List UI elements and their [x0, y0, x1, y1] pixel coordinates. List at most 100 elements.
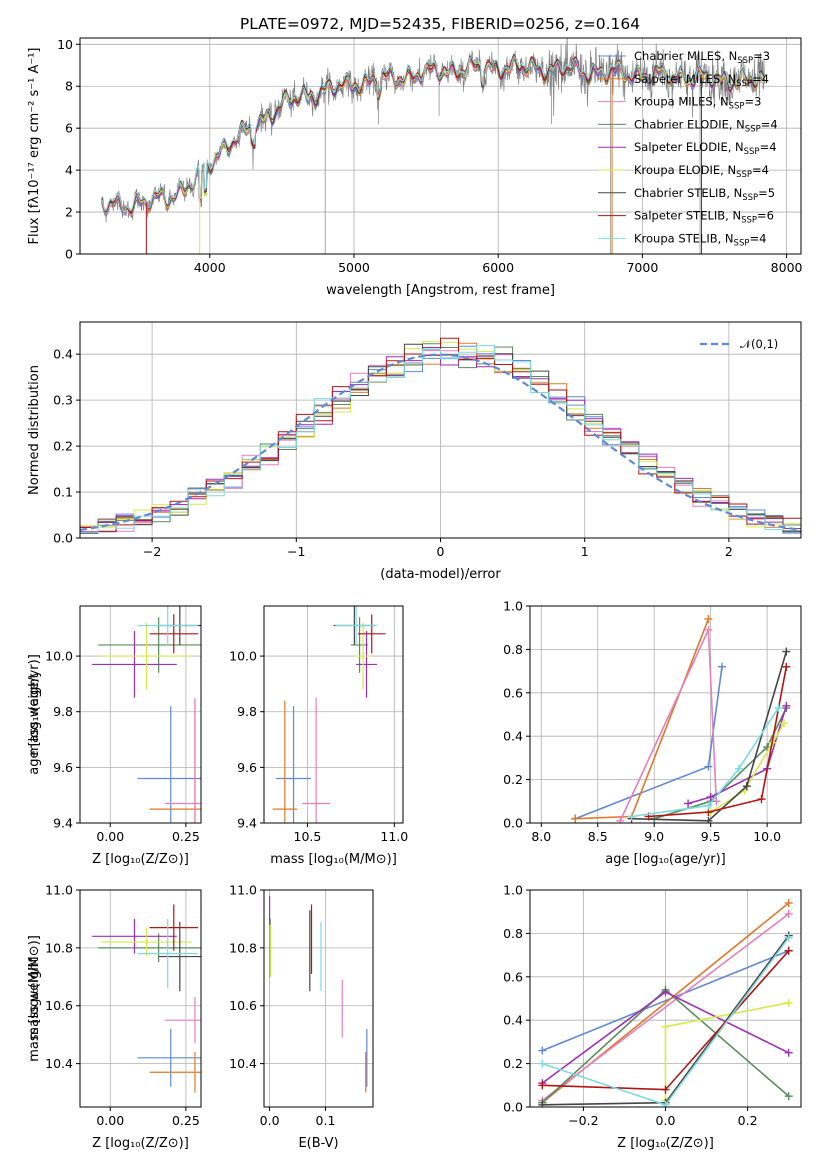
legend-label: Chabrier MILES, NSSP=3: [634, 49, 770, 66]
y-axis-label: Normed distribution: [27, 365, 42, 495]
plot-area-age_vs_mass: [272, 606, 386, 823]
x-tick-label: 0.00: [96, 829, 124, 844]
y-tick-label: 10.8: [45, 940, 73, 955]
y-tick-label: 9.8: [237, 704, 257, 719]
y-tick-label: 0.3: [53, 393, 73, 408]
x-tick-label: 5000: [338, 260, 370, 275]
x-tick-label: 0.25: [172, 1113, 200, 1128]
plot-area-weight_vs_Z: [538, 899, 793, 1107]
legend-label-sub: SSP: [742, 193, 758, 203]
y-tick-label: 1.0: [503, 883, 523, 898]
weight-line-kroupa-stelib: [631, 707, 780, 818]
legend-label-text: Chabrier MILES, N: [634, 49, 737, 63]
frame-mass_vs_Z: [79, 889, 202, 1108]
normal-curve: [80, 353, 801, 531]
frame-mass_vs_ebv: [263, 889, 374, 1108]
y-tick-label: 0.2: [503, 1056, 523, 1071]
legend-label-sub: SSP: [734, 238, 750, 248]
legend-label-text: Chabrier ELODIE, N: [634, 117, 745, 131]
y-tick-label: 10.4: [45, 1056, 73, 1071]
plot-area-mass_vs_Z: [92, 904, 201, 1093]
y-tick-label: 0.4: [503, 729, 523, 744]
y-tick-label: 0.4: [503, 1013, 523, 1028]
plot-area-residuals: [80, 337, 801, 534]
legend-label-sub: SSP: [729, 102, 745, 112]
x-tick-label: 0.0: [260, 1113, 280, 1128]
grid-mass_vs_ebv: [264, 889, 373, 1107]
legend-label: Kroupa MILES, NSSP=3: [634, 95, 761, 112]
x-tick-label: 0: [437, 544, 445, 559]
legend-label-sub: SSP: [736, 170, 752, 180]
legend-label-text: Kroupa STELIB, N: [634, 231, 734, 245]
legend-label-text: Chabrier STELIB, N: [634, 186, 742, 200]
legend-label-sub: SSP: [745, 124, 761, 134]
x-tick-label: 8000: [771, 260, 803, 275]
y-tick-label: 0.8: [503, 642, 523, 657]
y-tick-label: 8: [65, 79, 73, 94]
y-tick-label: 10.4: [229, 1056, 257, 1071]
legend-label-n: =4: [761, 117, 778, 131]
weight-line-chabrier-elodie: [653, 707, 788, 820]
plot-area-spectrum: [101, 38, 766, 254]
legend-label: Salpeter MILES, NSSP=4: [634, 72, 769, 89]
legend-label: Salpeter ELODIE, NSSP=4: [634, 140, 777, 157]
legend-label-n: =5: [758, 186, 775, 200]
y-tick-label: 0.8: [503, 926, 523, 941]
y-tick-label: 10.0: [229, 649, 257, 664]
y-tick-label: 0.4: [53, 347, 73, 362]
legend-label-n: =3: [753, 49, 770, 63]
weight-line-kroupa-elodie: [710, 722, 785, 813]
y-tick-label: 10.0: [45, 649, 73, 664]
plot-area-age_vs_Z: [92, 606, 201, 823]
legend-label: Chabrier STELIB, NSSP=5: [634, 186, 775, 203]
y-tick-label: 4: [65, 163, 73, 178]
x-tick-label: 8.0: [531, 829, 551, 844]
y-tick-label: 9.6: [237, 760, 257, 775]
y-tick-label: 0.0: [503, 816, 523, 831]
legend-label-sub: SSP: [736, 79, 752, 89]
axes-age_vs_mass: 10.5 11.0 9.4 9.6 9.8 10.0 mass [log₁₀(M/M⊙)]: [229, 605, 408, 867]
x-tick-label: 1: [581, 544, 589, 559]
weight-line-kroupa-miles: [541, 913, 790, 1102]
weight-line-chabrier-stelib: [631, 651, 788, 822]
legend-label-text: Salpeter MILES, N: [634, 72, 736, 86]
x-tick-label: −0.2: [568, 1113, 598, 1128]
legend-label-sub: SSP: [741, 216, 757, 226]
y-tick-label: 6: [65, 121, 73, 136]
frame-age_vs_mass: [263, 605, 404, 824]
y-tick-label: 10.8: [229, 940, 257, 955]
legend-label: Kroupa ELODIE, NSSP=4: [634, 163, 769, 180]
frame-age_vs_Z: [79, 605, 202, 824]
x-tick-label: 10.5: [294, 829, 322, 844]
axes-age_vs_Z: 0.00 0.25 9.4 9.6 9.8 10.0 Z [log₁₀(Z/Z⊙)] age …: [27, 605, 202, 867]
frame-weight_vs_age: [529, 605, 802, 824]
legend-label-text: Kroupa MILES, N: [634, 95, 729, 109]
y-tick-label: 0.2: [503, 772, 523, 787]
axes-spectrum: 4000 5000 6000 7000 8000 0 2 4 6 8 10 wavelength [A…: [27, 37, 803, 298]
legend-label-n: =4: [752, 163, 769, 177]
y-tick-label: 10.6: [45, 998, 73, 1013]
x-tick-label: 4000: [194, 260, 226, 275]
weight-line-chabrier-miles: [574, 666, 723, 820]
y-tick-label: 9.8: [53, 704, 73, 719]
y-tick-label: 0.6: [503, 969, 523, 984]
x-tick-label: −1: [287, 544, 305, 559]
grid-mass_vs_Z: [80, 889, 201, 1107]
x-tick-label: 9.5: [701, 829, 721, 844]
model-line-kroupa-stelib: [101, 56, 765, 212]
legend-label-text: Kroupa ELODIE, N: [634, 163, 736, 177]
y-tick-label: 0.0: [53, 531, 73, 546]
x-tick-label: 7000: [626, 260, 658, 275]
y-tick-label: 11.0: [45, 883, 73, 898]
plot-area-weight_vs_age: [571, 615, 791, 823]
x-tick-label: 10.0: [753, 829, 781, 844]
x-tick-label: 2: [725, 544, 733, 559]
x-tick-label: 0.00: [96, 1113, 124, 1128]
x-axis-label: Z [log₁₀(Z/Z⊙)]: [92, 852, 189, 867]
axes-mass_vs_ebv: 0.0 0.1 10.4 10.6 10.8 11.0 E(B-V): [229, 883, 374, 1151]
plot-area-mass_vs_ebv: [268, 895, 368, 1093]
legend-label-text: Salpeter STELIB, N: [634, 209, 741, 223]
x-tick-label: 0.0: [656, 1113, 676, 1128]
weight-line-salpeter-stelib: [648, 666, 788, 818]
